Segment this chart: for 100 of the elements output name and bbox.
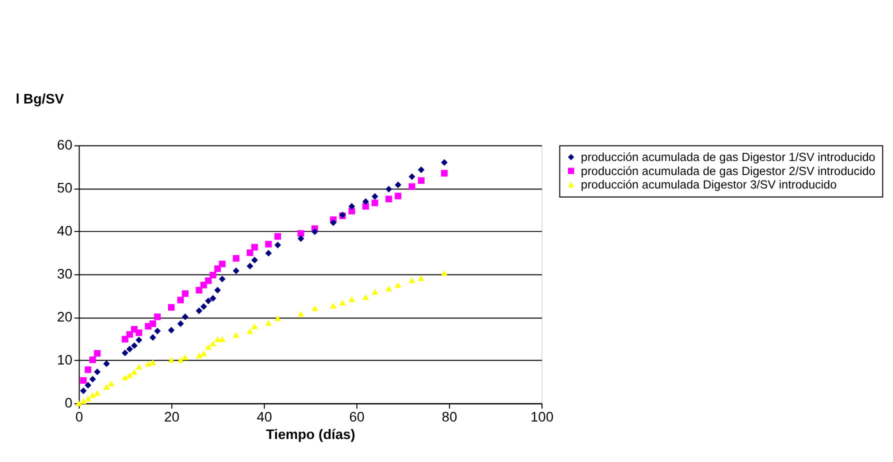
point	[154, 328, 161, 334]
point	[205, 277, 212, 284]
point	[339, 300, 346, 306]
point	[348, 208, 356, 214]
point	[196, 308, 202, 314]
point	[89, 392, 96, 398]
point	[386, 286, 392, 292]
point	[218, 260, 226, 268]
point	[298, 230, 304, 237]
point	[232, 268, 240, 274]
x-tick-label: 100	[530, 409, 554, 424]
point	[265, 250, 272, 257]
x-tick-label: 80	[442, 409, 458, 424]
point	[200, 350, 208, 356]
point	[84, 396, 92, 402]
point	[196, 286, 202, 294]
point	[251, 256, 258, 264]
point	[89, 356, 96, 364]
point	[150, 334, 156, 341]
point	[246, 249, 254, 256]
point	[394, 282, 402, 288]
point	[251, 323, 258, 330]
point	[80, 377, 87, 384]
x-tick-label: 0	[75, 409, 84, 424]
point	[330, 219, 337, 226]
point	[441, 159, 448, 166]
point	[408, 183, 416, 190]
point	[311, 305, 318, 312]
point	[144, 360, 152, 367]
point	[136, 329, 142, 336]
point	[418, 275, 424, 281]
point	[94, 390, 101, 396]
point	[205, 344, 212, 350]
point	[205, 298, 212, 304]
point	[84, 382, 92, 388]
legend-label: producción acumulada de gas Digestor 2/SV introducido	[580, 164, 876, 178]
point	[418, 177, 424, 184]
x-axis-title: Tiempo (días)	[266, 427, 356, 442]
point	[108, 380, 114, 386]
point	[265, 240, 272, 248]
point	[103, 360, 110, 367]
point	[210, 272, 216, 278]
point	[150, 320, 156, 328]
point	[265, 320, 272, 326]
point	[94, 350, 101, 357]
point	[136, 336, 142, 344]
point	[168, 356, 175, 363]
point	[80, 398, 87, 404]
point	[196, 352, 202, 358]
point	[298, 235, 304, 242]
point	[372, 200, 378, 206]
point	[408, 277, 416, 284]
point	[130, 342, 138, 349]
point	[177, 296, 184, 304]
point	[126, 331, 133, 338]
point	[126, 372, 133, 378]
point	[177, 356, 184, 363]
point	[386, 186, 392, 192]
point	[122, 336, 128, 342]
point	[232, 255, 240, 262]
point	[298, 310, 304, 317]
y-tick-label: 40	[57, 224, 73, 239]
point	[394, 182, 402, 188]
point	[418, 166, 424, 174]
point	[394, 192, 402, 200]
point	[246, 262, 254, 270]
point	[136, 364, 142, 370]
y-tick-label: 50	[57, 180, 73, 196]
point	[130, 369, 138, 375]
y-tick-label: 20	[57, 310, 73, 325]
point	[372, 193, 378, 200]
point	[122, 374, 128, 380]
y-axis-title: l Bg/SV	[16, 91, 65, 106]
point	[441, 270, 448, 276]
point	[232, 332, 240, 338]
y-tick-label: 0	[64, 396, 73, 411]
point	[218, 336, 226, 342]
point	[274, 315, 282, 321]
point	[122, 350, 128, 356]
point	[89, 376, 96, 382]
point	[246, 328, 254, 334]
x-tick-label: 40	[256, 409, 272, 424]
point	[330, 302, 337, 309]
point	[386, 196, 392, 202]
point	[311, 228, 318, 236]
x-tick-label: 20	[164, 409, 180, 424]
point	[168, 304, 175, 311]
point	[372, 289, 378, 295]
point	[274, 242, 282, 248]
point	[210, 295, 216, 302]
point	[274, 233, 282, 240]
point	[103, 384, 110, 390]
point	[348, 203, 356, 210]
point	[362, 294, 369, 300]
y-tick-label: 60	[57, 138, 73, 153]
point	[154, 314, 161, 320]
point	[251, 244, 258, 250]
legend-label: producción acumulada de gas Digestor 1/SV introducido	[580, 150, 876, 164]
y-tick-label: 30	[57, 266, 73, 282]
point	[441, 170, 448, 177]
